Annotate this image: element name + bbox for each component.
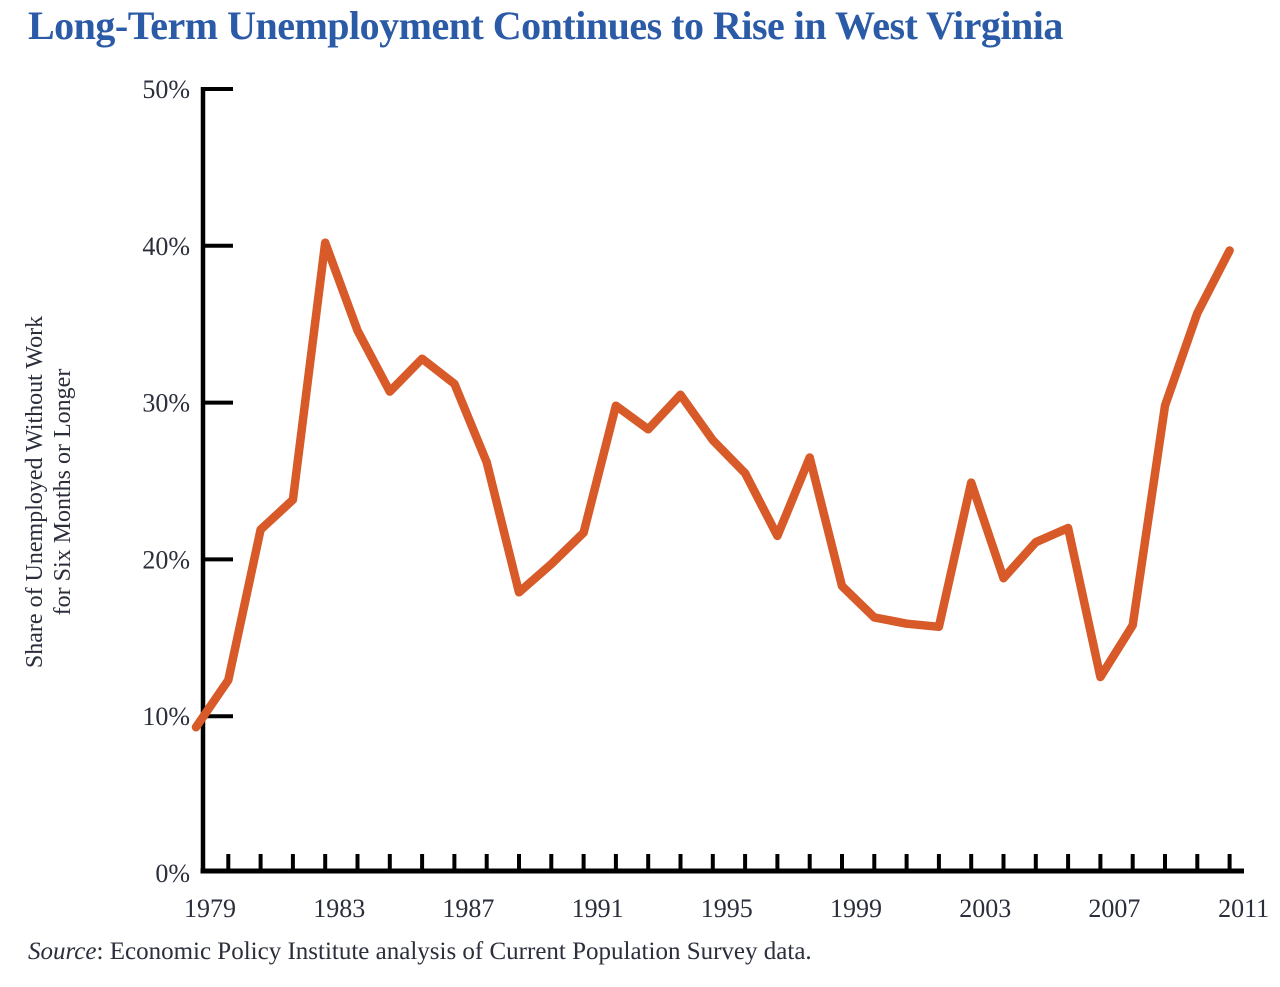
y-axis-tick-labels: 0% 10% 20% 30% 40% 50% <box>142 75 190 888</box>
data-series <box>191 238 1234 732</box>
x-tick-label: 1987 <box>442 894 494 923</box>
x-tick-label: 2007 <box>1088 894 1140 923</box>
y-axis-label: Share of Unemployed Without Work for Six … <box>22 316 76 668</box>
x-tick-label: 1995 <box>701 894 753 923</box>
source-note: Source: Economic Policy Institute analys… <box>28 938 812 966</box>
x-tick-label: 1979 <box>184 894 236 923</box>
y-tick-label: 20% <box>142 545 190 574</box>
source-prefix: Source <box>28 938 97 965</box>
x-tick-label: 1991 <box>572 894 624 923</box>
y-tick-label: 10% <box>142 702 190 731</box>
y-axis-label-line: for Six Months or Longer <box>50 369 76 616</box>
y-tick-label: 50% <box>142 75 190 104</box>
chart-title: Long-Term Unemployment Continues to Rise… <box>28 3 1063 48</box>
y-tick-label: 40% <box>142 232 190 261</box>
x-tick-label: 2003 <box>959 894 1011 923</box>
x-axis-tick-labels: 1979 1983 1987 1991 1995 1999 2003 2007 2011 <box>184 894 1269 923</box>
x-axis-ticks <box>226 854 1232 871</box>
y-tick-label: 0% <box>155 859 190 888</box>
y-tick-label: 30% <box>142 389 190 418</box>
x-tick-label: 2011 <box>1218 894 1269 923</box>
y-axis-ticks <box>203 87 233 719</box>
data-line <box>191 238 1234 732</box>
axes <box>200 87 1244 874</box>
x-tick-label: 1999 <box>830 894 882 923</box>
x-tick-label: 1983 <box>313 894 365 923</box>
source-text: : Economic Policy Institute analysis of … <box>96 938 812 965</box>
y-axis-label-line: Share of Unemployed Without Work <box>22 316 48 668</box>
